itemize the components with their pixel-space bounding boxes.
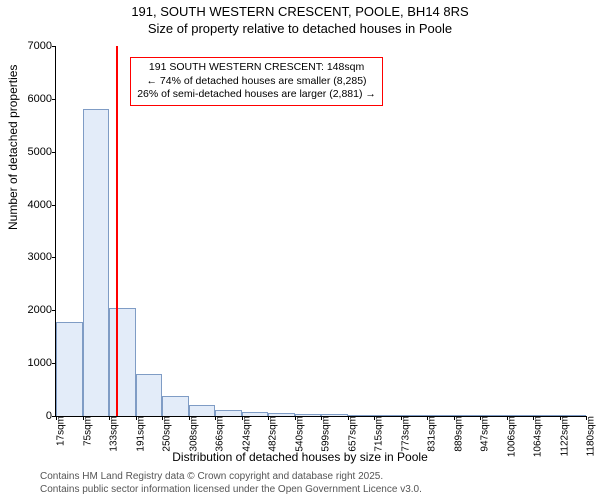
annotation-line3: 26% of semi-detached houses are larger (… <box>137 88 376 100</box>
x-tick-label: 540sqm <box>292 416 305 452</box>
y-tick-mark <box>52 205 56 206</box>
x-tick-label: 308sqm <box>186 416 199 452</box>
x-tick-label: 599sqm <box>319 416 332 452</box>
x-tick-label: 250sqm <box>160 416 173 452</box>
chart-title: 191, SOUTH WESTERN CRESCENT, POOLE, BH14… <box>0 0 600 38</box>
title-line1: 191, SOUTH WESTERN CRESCENT, POOLE, BH14… <box>131 4 468 19</box>
x-tick-label: 191sqm <box>133 416 146 452</box>
histogram-bar <box>189 405 216 416</box>
x-tick-label: 424sqm <box>239 416 252 452</box>
x-tick-label: 75sqm <box>80 416 93 446</box>
x-tick-label: 773sqm <box>398 416 411 452</box>
x-tick-label: 17sqm <box>54 416 67 446</box>
title-line2: Size of property relative to detached ho… <box>148 21 452 36</box>
y-tick-mark <box>52 310 56 311</box>
footnote-line1: Contains HM Land Registry data © Crown c… <box>40 471 383 482</box>
histogram-bar <box>109 308 136 416</box>
x-axis-label: Distribution of detached houses by size … <box>0 450 600 464</box>
y-tick-mark <box>52 46 56 47</box>
histogram-bar <box>56 322 83 416</box>
y-tick-mark <box>52 257 56 258</box>
histogram-bar <box>83 109 110 416</box>
x-tick-label: 947sqm <box>478 416 491 452</box>
histogram-bar <box>162 396 189 416</box>
y-axis-label: Number of detached properties <box>6 65 20 230</box>
property-marker-line <box>116 46 118 416</box>
y-tick-mark <box>52 99 56 100</box>
annotation-line2: ← 74% of detached houses are smaller (8,… <box>147 75 367 87</box>
footnote-line2: Contains public sector information licen… <box>40 484 422 495</box>
chart-container: 191, SOUTH WESTERN CRESCENT, POOLE, BH14… <box>0 0 600 500</box>
y-tick-mark <box>52 152 56 153</box>
x-tick-label: 133sqm <box>107 416 120 452</box>
x-tick-label: 889sqm <box>451 416 464 452</box>
x-tick-label: 657sqm <box>345 416 358 452</box>
x-tick-label: 482sqm <box>266 416 279 452</box>
x-tick-label: 715sqm <box>372 416 385 452</box>
x-tick-label: 366sqm <box>213 416 226 452</box>
marker-annotation: 191 SOUTH WESTERN CRESCENT: 148sqm ← 74%… <box>130 57 383 106</box>
annotation-line1: 191 SOUTH WESTERN CRESCENT: 148sqm <box>149 61 364 73</box>
footnote: Contains HM Land Registry data © Crown c… <box>40 470 422 496</box>
histogram-bar <box>136 374 163 416</box>
x-tick-label: 831sqm <box>425 416 438 452</box>
plot-area: 0100020003000400050006000700017sqm75sqm1… <box>55 46 586 417</box>
